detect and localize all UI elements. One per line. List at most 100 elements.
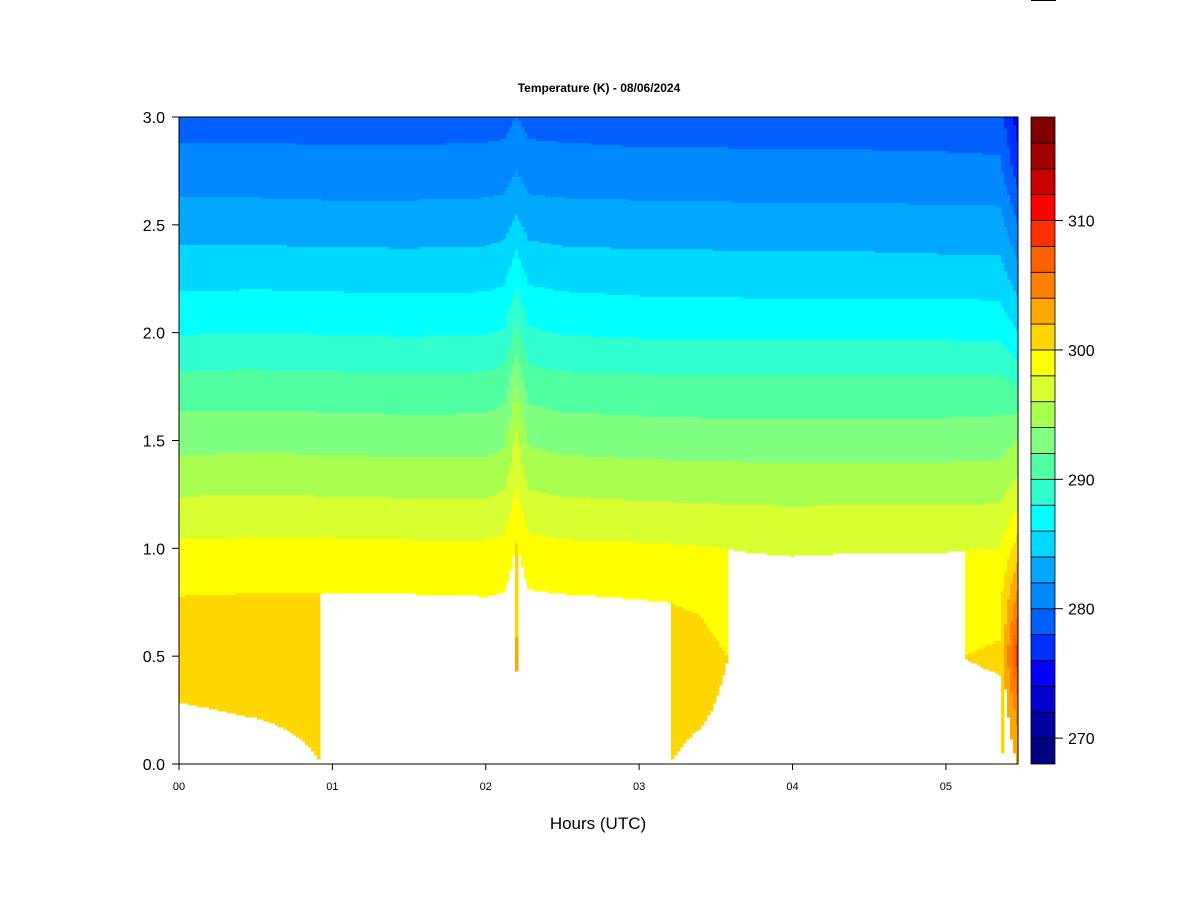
contour-cell bbox=[242, 245, 246, 290]
contour-cell bbox=[203, 411, 207, 456]
contour-cell bbox=[911, 299, 915, 340]
contour-cell bbox=[461, 143, 465, 200]
contour-cell bbox=[902, 463, 906, 506]
contour-cell bbox=[521, 377, 525, 418]
contour-cell bbox=[800, 419, 804, 464]
contour-cell bbox=[935, 339, 939, 376]
contour-cell bbox=[179, 143, 183, 198]
contour-cell bbox=[479, 247, 483, 292]
contour-cell bbox=[557, 411, 561, 456]
contour-cell bbox=[1010, 415, 1014, 448]
contour-cell bbox=[1013, 125, 1017, 178]
contour-cell bbox=[557, 455, 561, 496]
contour-cell bbox=[971, 653, 975, 664]
contour-cell bbox=[404, 145, 408, 202]
contour-cell bbox=[923, 339, 927, 376]
contour-cell bbox=[725, 549, 729, 656]
contour-cell bbox=[746, 339, 750, 376]
contour-cell bbox=[707, 339, 711, 376]
contour-cell bbox=[776, 375, 780, 420]
contour-cell bbox=[899, 253, 903, 300]
contour-cell bbox=[866, 505, 870, 554]
contour-cell bbox=[602, 499, 606, 542]
contour-cell bbox=[320, 497, 324, 538]
contour-cell bbox=[191, 455, 195, 498]
contour-cell bbox=[566, 117, 570, 144]
contour-cell bbox=[827, 419, 831, 464]
contour-cell bbox=[197, 595, 201, 708]
contour-cell bbox=[950, 205, 954, 256]
contour-cell bbox=[662, 297, 666, 340]
contour-cell bbox=[809, 149, 813, 204]
contour-cell bbox=[656, 339, 660, 376]
contour-cell bbox=[620, 145, 624, 200]
contour-cell bbox=[677, 297, 681, 340]
contour-cell bbox=[338, 145, 342, 202]
contour-cell bbox=[965, 341, 969, 376]
contour-cell bbox=[752, 299, 756, 340]
contour-cell bbox=[488, 141, 492, 198]
contour-cell bbox=[533, 241, 537, 288]
contour-cell bbox=[452, 499, 456, 542]
contour-cell bbox=[539, 117, 543, 142]
contour-cell bbox=[278, 245, 282, 292]
contour-cell bbox=[524, 431, 528, 478]
contour-cell bbox=[425, 199, 429, 248]
contour-cell bbox=[974, 549, 978, 652]
contour-cell bbox=[482, 457, 486, 500]
contour-cell bbox=[800, 339, 804, 376]
contour-cell bbox=[818, 375, 822, 420]
contour-cell bbox=[938, 205, 942, 256]
contour-cell bbox=[815, 463, 819, 506]
contour-cell bbox=[383, 201, 387, 248]
contour-cell bbox=[227, 495, 231, 540]
contour-cell bbox=[701, 339, 705, 376]
contour-cell bbox=[821, 339, 825, 376]
contour-cell bbox=[890, 151, 894, 204]
contour-cell bbox=[1010, 447, 1014, 486]
contour-cell bbox=[629, 249, 633, 296]
contour-cell bbox=[524, 275, 528, 316]
colorbar-swatch bbox=[1030, 168, 1056, 196]
contour-cell bbox=[968, 205, 972, 256]
contour-cell bbox=[233, 453, 237, 496]
contour-cell bbox=[641, 249, 645, 298]
contour-cell bbox=[956, 375, 960, 418]
contour-cell bbox=[830, 251, 834, 300]
contour-cell bbox=[980, 505, 984, 550]
contour-cell bbox=[275, 371, 279, 412]
contour-cell bbox=[359, 539, 363, 594]
contour-cell bbox=[557, 197, 561, 246]
contour-cell bbox=[1016, 441, 1019, 478]
contour-cell bbox=[623, 117, 627, 148]
contour-cell bbox=[785, 299, 789, 340]
contour-cell bbox=[548, 197, 552, 244]
contour-cell bbox=[869, 339, 873, 376]
contour-cell bbox=[212, 595, 216, 710]
contour-cell bbox=[818, 117, 822, 150]
contour-cell bbox=[188, 117, 192, 144]
contour-cell bbox=[296, 495, 300, 538]
y-tick-label: 0.5 bbox=[143, 649, 165, 666]
contour-cell bbox=[620, 373, 624, 416]
contour-cell bbox=[245, 143, 249, 198]
contour-cell bbox=[1013, 481, 1017, 514]
contour-cell bbox=[311, 247, 315, 292]
contour-cell bbox=[911, 505, 915, 554]
contour-cell bbox=[860, 299, 864, 340]
contour-cell bbox=[872, 203, 876, 252]
contour-cell bbox=[221, 143, 225, 198]
contour-cell bbox=[824, 203, 828, 252]
contour-cell bbox=[821, 203, 825, 252]
contour-cell bbox=[446, 457, 450, 500]
contour-cell bbox=[938, 299, 942, 340]
contour-cell bbox=[821, 117, 825, 150]
contour-cell bbox=[206, 117, 210, 144]
contour-cell bbox=[224, 411, 228, 454]
contour-cell bbox=[272, 199, 276, 246]
contour-cell bbox=[323, 247, 327, 292]
contour-cell bbox=[413, 293, 417, 338]
contour-cell bbox=[398, 117, 402, 146]
contour-cell bbox=[356, 117, 360, 146]
contour-cell bbox=[317, 497, 321, 538]
